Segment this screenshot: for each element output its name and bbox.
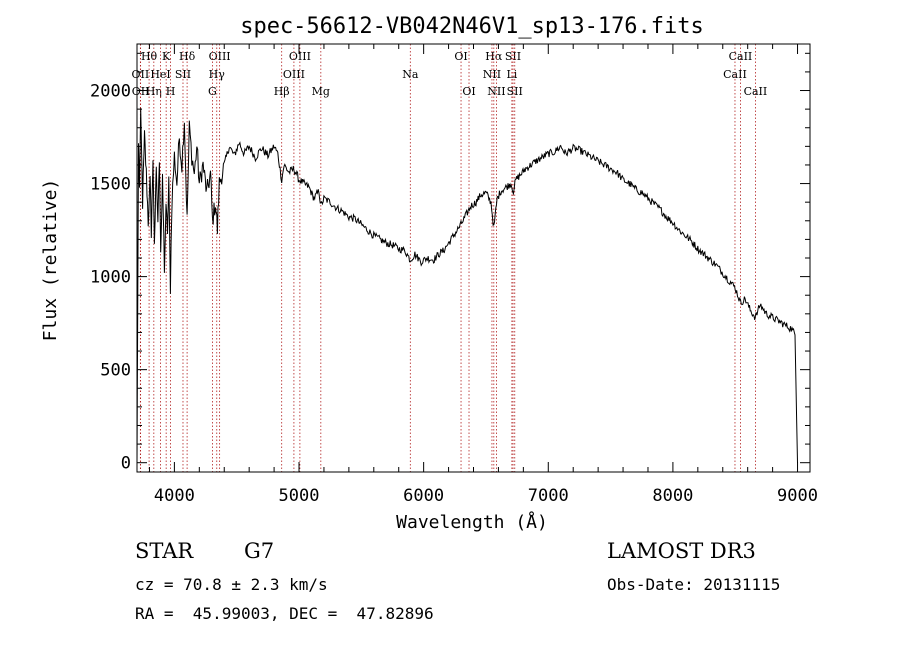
obs-date: Obs-Date: 20131115 bbox=[607, 575, 781, 594]
line-label: Hη bbox=[146, 85, 162, 98]
coordinates: RA = 45.99003, DEC = 47.82896 bbox=[135, 604, 434, 623]
line-label: NII bbox=[487, 85, 505, 98]
line-label: Hθ bbox=[141, 50, 158, 63]
object-class: STAR bbox=[135, 539, 194, 563]
line-label: Hγ bbox=[209, 68, 226, 81]
line-label: OII bbox=[132, 68, 150, 81]
line-label: OI bbox=[462, 85, 475, 98]
line-label: HeI bbox=[150, 68, 170, 81]
line-label: Hα bbox=[485, 50, 503, 63]
line-label: H bbox=[166, 85, 176, 98]
line-label: SII bbox=[507, 85, 523, 98]
x-tick-label: 8000 bbox=[652, 486, 693, 506]
line-label: OII bbox=[132, 85, 150, 98]
chart-title: spec-56612-VB042N46V1_sp13-176.fits bbox=[240, 14, 704, 39]
line-label: G bbox=[208, 85, 217, 98]
y-tick-label: 2000 bbox=[90, 82, 131, 102]
y-tick-label: 0 bbox=[121, 454, 131, 474]
line-label: CaII bbox=[744, 85, 768, 98]
line-label: Hβ bbox=[274, 85, 290, 98]
redshift-cz: cz = 70.8 ± 2.3 km/s bbox=[135, 575, 328, 594]
line-label: NII bbox=[483, 68, 501, 81]
line-label: Li bbox=[506, 68, 517, 81]
y-tick-label: 1000 bbox=[90, 268, 131, 288]
x-tick-label: 6000 bbox=[403, 486, 444, 506]
axis-ticks: 4000 5000 6000 7000 8000 9000 0 500 1000 1500 2000 bbox=[90, 44, 818, 506]
line-label: Na bbox=[402, 68, 419, 81]
line-label: OIII bbox=[283, 68, 305, 81]
line-label: OIII bbox=[289, 50, 311, 63]
x-tick-label: 5000 bbox=[279, 486, 320, 506]
line-label: K bbox=[162, 50, 171, 63]
line-label: Mg bbox=[312, 85, 330, 98]
x-axis-label: Wavelength (Å) bbox=[396, 511, 548, 533]
spectrum-series bbox=[136, 108, 798, 463]
x-tick-label: 9000 bbox=[777, 486, 818, 506]
line-label: CaII bbox=[723, 68, 747, 81]
x-tick-label: 7000 bbox=[528, 486, 569, 506]
object-subclass: G7 bbox=[244, 539, 275, 563]
line-label: OIII bbox=[209, 50, 231, 63]
spectrum-line bbox=[136, 108, 798, 463]
line-label: Hδ bbox=[179, 50, 196, 63]
y-tick-label: 1500 bbox=[90, 175, 131, 195]
x-tick-label: 4000 bbox=[154, 486, 195, 506]
line-label: SII bbox=[175, 68, 191, 81]
y-axis-label: Flux (relative) bbox=[40, 179, 61, 342]
line-label: OI bbox=[454, 50, 467, 63]
y-tick-label: 500 bbox=[100, 361, 131, 381]
line-label: SII bbox=[505, 50, 521, 63]
line-label: CaII bbox=[729, 50, 753, 63]
survey-name: LAMOST DR3 bbox=[607, 539, 756, 563]
